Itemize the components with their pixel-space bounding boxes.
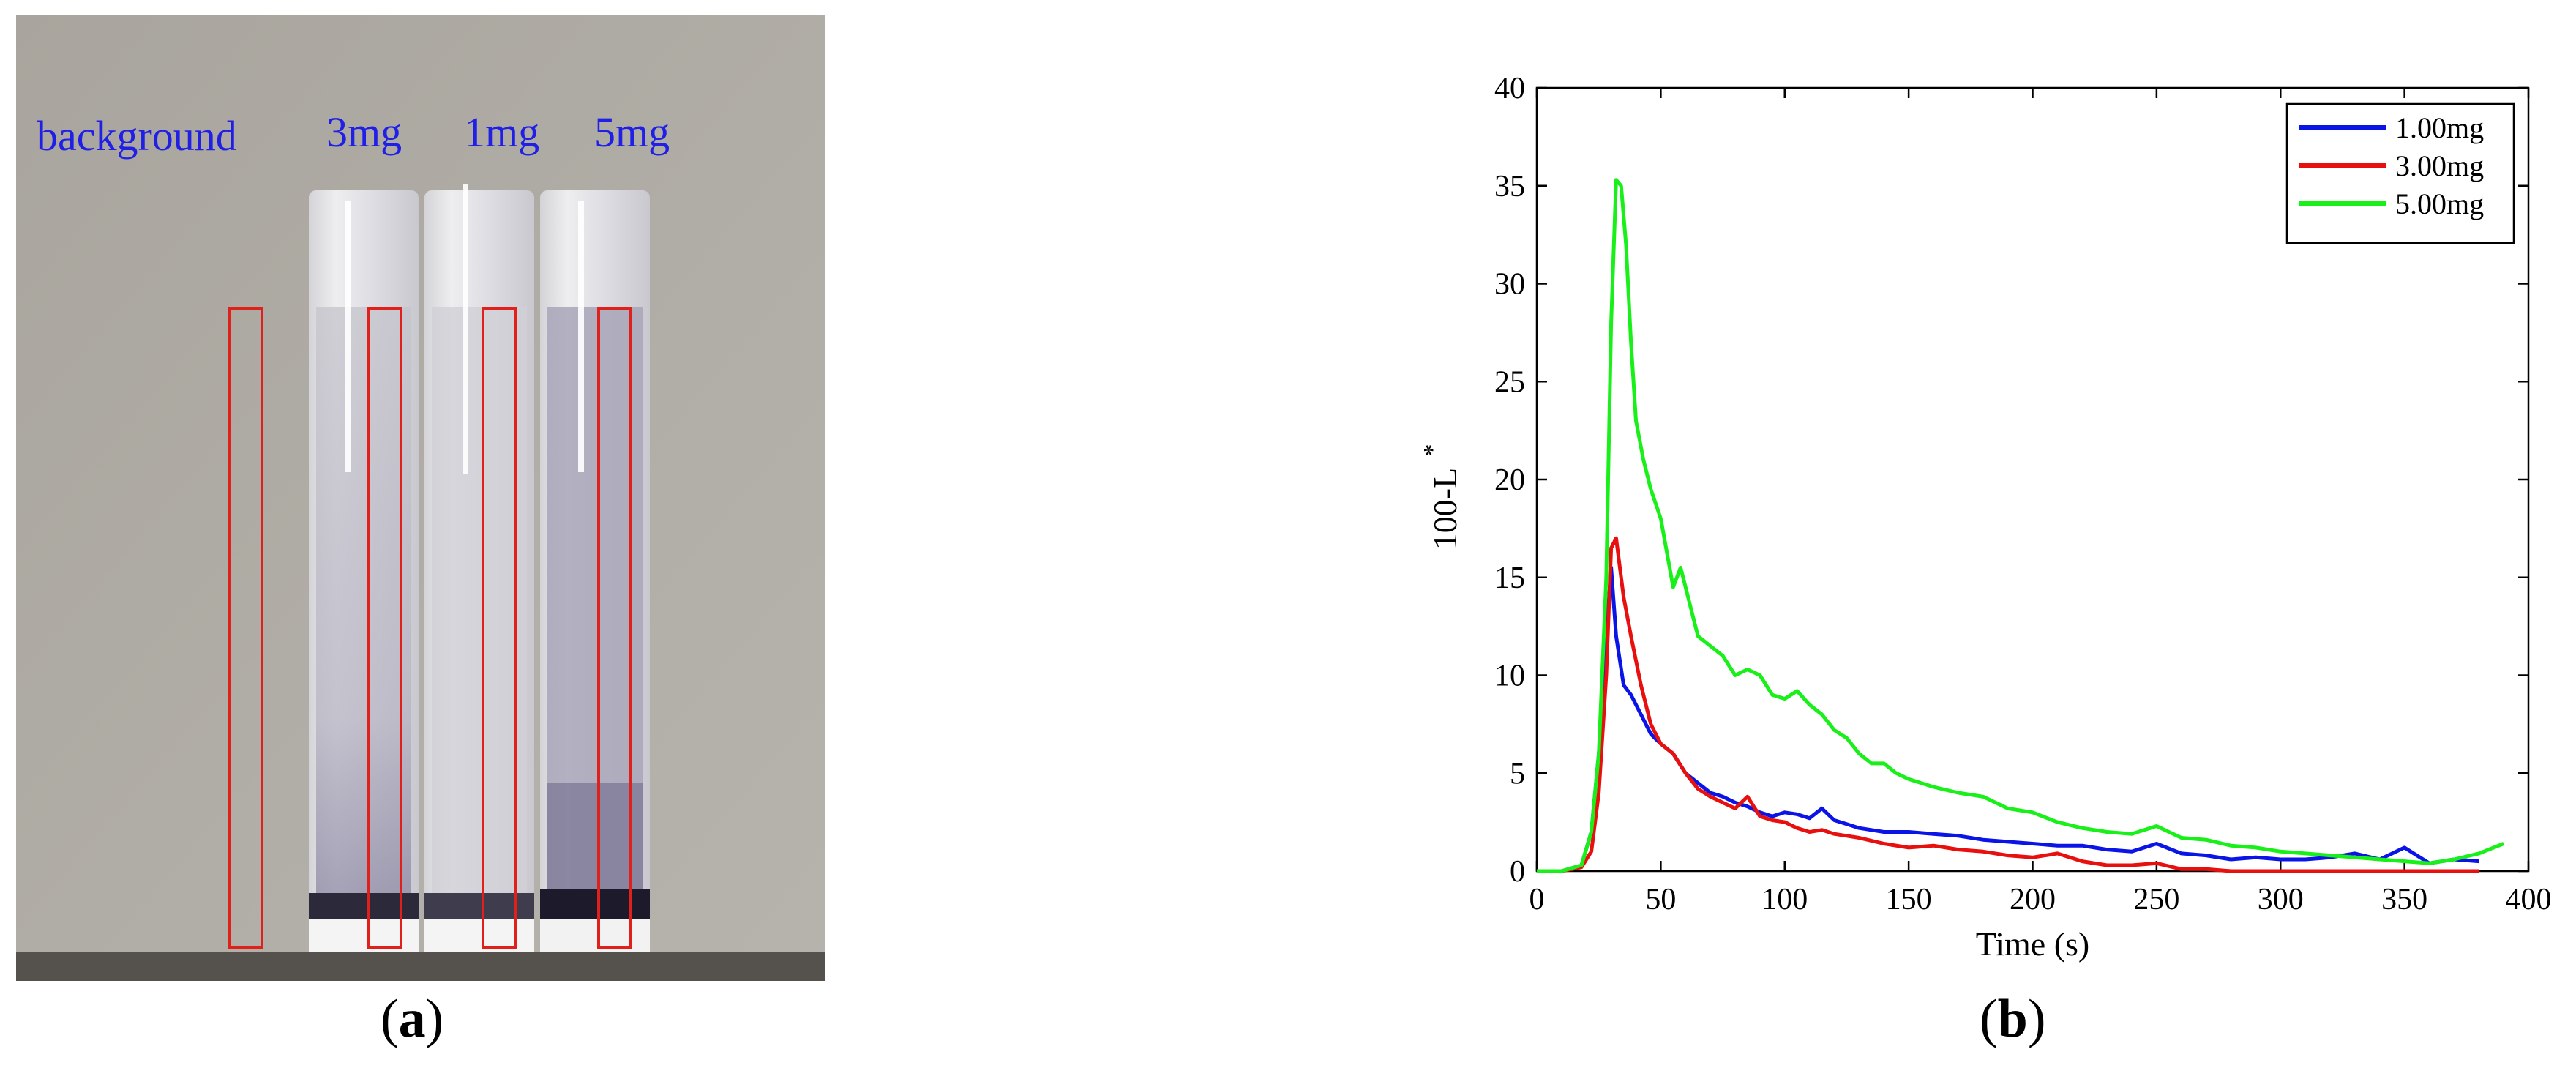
chart-legend: 1.00mg 3.00mg 5.00mg — [2285, 102, 2515, 244]
caption-b: (b) — [1980, 988, 2045, 1050]
series-line-300mg — [1537, 536, 2479, 873]
y-axis-label: 100-L — [1426, 468, 1464, 550]
tube-3mg — [309, 190, 419, 952]
x-tick-label: 50 — [1645, 883, 1676, 916]
x-tick-label: 250 — [2133, 883, 2179, 916]
caption-b-open: ( — [1980, 989, 1998, 1049]
chart-series — [1537, 178, 2505, 873]
y-tick-label: 25 — [1494, 365, 1525, 399]
roi-box-1mg — [482, 307, 517, 949]
y-tick-label: 30 — [1494, 268, 1525, 302]
roi-box-3mg — [367, 307, 402, 949]
y-tick-label: 0 — [1510, 855, 1525, 889]
caption-a-open: ( — [381, 989, 399, 1049]
legend-label: 1.00mg — [2395, 111, 2484, 144]
x-tick-label: 0 — [1530, 883, 1545, 916]
tube-1mg — [424, 184, 534, 952]
y-tick-label: 40 — [1494, 72, 1525, 105]
tube-5mg — [540, 190, 650, 952]
photo-table-edge — [16, 952, 825, 981]
y-tick-label: 35 — [1494, 170, 1525, 203]
y-tick-label: 15 — [1494, 561, 1525, 595]
legend-label: 3.00mg — [2395, 149, 2484, 182]
roi-box-5mg — [597, 307, 632, 949]
line-chart: 0 50 100 150 200 250 300 350 400 0 5 10 15 20 25 30 35 40… — [1419, 72, 2552, 963]
sample-tubes-photo: background 3mg 1mg 5mg — [16, 15, 825, 981]
y-axis-label-group: 100-L * — [1419, 444, 1464, 550]
caption-b-letter: b — [1997, 989, 2028, 1049]
caption-b-close: ) — [2027, 989, 2046, 1049]
x-tick-label: 100 — [1761, 883, 1808, 916]
x-tick-label: 200 — [2010, 883, 2056, 916]
x-tick-label: 300 — [2258, 883, 2304, 916]
label-3mg: 3mg — [326, 108, 402, 156]
x-axis-label: Time (s) — [1976, 925, 2090, 963]
series-line-500mg — [1537, 178, 2505, 873]
x-tick-label: 150 — [1886, 883, 1932, 916]
y-tick-label: 20 — [1494, 463, 1525, 497]
caption-a: (a) — [381, 988, 443, 1050]
y-tick-label: 10 — [1494, 660, 1525, 693]
y-axis-label-superscript: * — [1419, 444, 1446, 457]
x-tick-label: 350 — [2381, 883, 2427, 916]
photo-background — [16, 15, 825, 952]
legend-label: 5.00mg — [2395, 187, 2484, 220]
caption-a-close: ) — [425, 989, 444, 1049]
series-line-100mg — [1537, 565, 2479, 873]
label-background: background — [37, 112, 237, 160]
label-1mg: 1mg — [464, 108, 539, 156]
label-5mg: 5mg — [594, 108, 670, 156]
roi-box-background — [228, 307, 263, 949]
y-tick-label: 5 — [1510, 757, 1525, 791]
x-tick-label: 400 — [2506, 883, 2552, 916]
caption-a-letter: a — [398, 989, 426, 1049]
